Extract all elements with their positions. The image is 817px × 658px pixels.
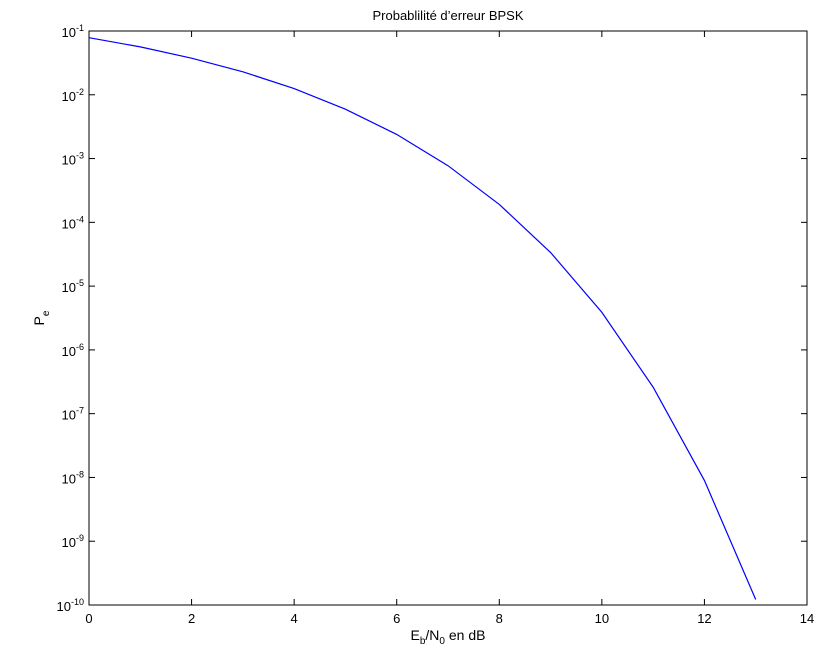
y-tick-label: 10-8 (62, 469, 84, 486)
series-line (88, 37, 757, 600)
chart-title: Probablilité d’erreur BPSK (372, 8, 523, 23)
y-axis-ticks: 10-10 10-9 10-8 10-7 10-6 10-5 10-4 10-3 10-2 10-… (57, 23, 807, 614)
x-tick-label: 0 (85, 611, 92, 626)
x-axis-label: Eb/N0 en dB (411, 627, 486, 647)
y-tick-label: 10-1 (62, 23, 84, 40)
x-tick-label: 14 (800, 611, 814, 626)
y-tick-label: 10-10 (57, 597, 84, 614)
x-tick-label: 8 (496, 611, 503, 626)
x-axis-ticks: 0 2 4 6 8 10 12 14 (85, 31, 814, 626)
x-tick-label: 6 (393, 611, 400, 626)
x-tick-label: 4 (291, 611, 298, 626)
y-tick-label: 10-9 (62, 533, 84, 550)
x-tick-label: 12 (697, 611, 711, 626)
x-tick-label: 2 (188, 611, 195, 626)
y-tick-label: 10-3 (62, 151, 84, 168)
x-tick-label: 10 (595, 611, 609, 626)
y-tick-label: 10-4 (62, 214, 84, 231)
y-tick-label: 10-6 (62, 342, 84, 359)
y-tick-label: 10-5 (62, 278, 84, 295)
y-tick-label: 10-7 (62, 406, 84, 423)
plot-area (88, 30, 808, 606)
series-lines (88, 37, 757, 600)
y-axis-label: Pe (31, 310, 52, 325)
y-tick-label: 10-2 (62, 87, 84, 104)
